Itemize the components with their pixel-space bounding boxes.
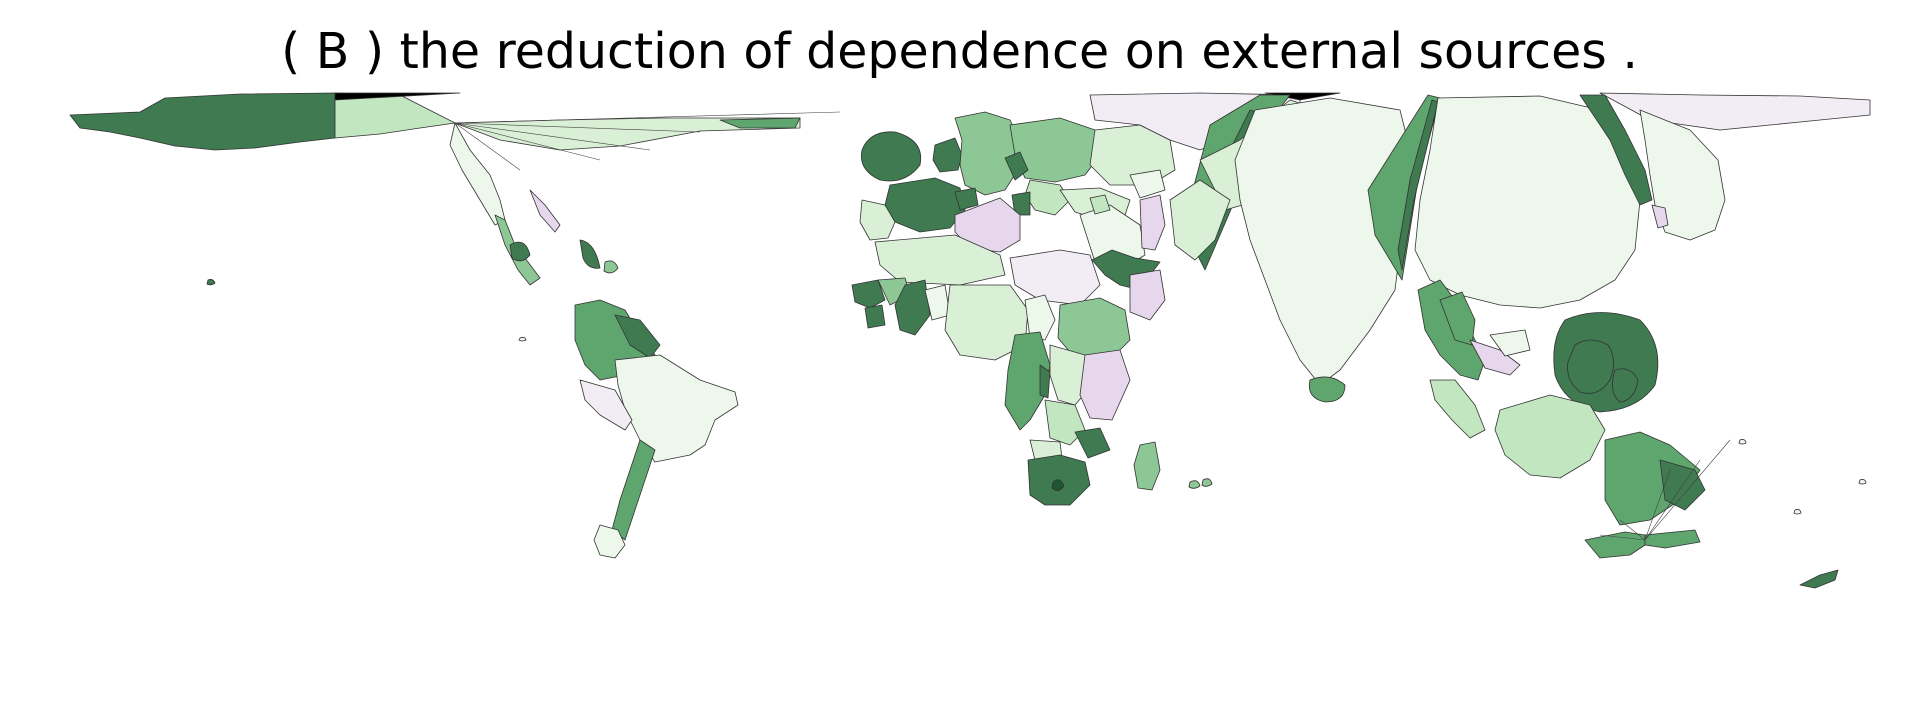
region-lesotho — [1051, 479, 1065, 491]
region-australia-right — [1644, 529, 1701, 549]
region-europe-small-2 — [1011, 191, 1031, 216]
region-south-america-purple — [579, 379, 633, 431]
region-hawaii — [206, 279, 216, 286]
region-sahara — [874, 234, 1006, 286]
region-pacific-speck-1 — [1858, 479, 1867, 485]
region-caribbean-east — [579, 239, 601, 269]
region-mauritius — [1188, 480, 1201, 489]
region-europe-central-dark — [1004, 151, 1029, 181]
region-south-america-dark — [614, 314, 661, 359]
region-east-africa-purple — [1129, 269, 1166, 321]
region-caribbean-island — [603, 260, 619, 274]
region-central-africa — [944, 284, 1029, 361]
region-pacific-speck-3 — [1738, 439, 1747, 445]
region-australia-left — [1584, 531, 1646, 559]
region-atlantic-speck — [518, 336, 527, 342]
region-philippines-inner-2 — [1612, 368, 1639, 403]
figure-title: ( B ) the reduction of dependence on ext… — [281, 23, 1638, 80]
region-west-africa-4 — [864, 304, 886, 329]
region-pacific-speck-2 — [1793, 509, 1802, 515]
region-south-america-east — [614, 354, 739, 463]
region-north-america-arctic — [334, 92, 461, 101]
region-middle-east — [1009, 249, 1101, 306]
australia-fan-lines — [1599, 439, 1731, 541]
region-new-zealand — [1799, 569, 1839, 589]
region-europe-southwest-dark — [954, 187, 979, 211]
region-north-africa-west — [859, 199, 896, 241]
region-uk-ireland — [861, 131, 922, 182]
region-southeast-asia-3 — [1489, 329, 1531, 357]
region-sri-lanka — [1308, 376, 1346, 403]
region-central-america-purple — [529, 189, 561, 233]
region-central-asia-2 — [1169, 179, 1231, 261]
region-scandinavia — [932, 137, 963, 173]
region-europe-west — [884, 177, 966, 233]
region-levant — [1089, 194, 1111, 215]
region-europe-small-1 — [1129, 169, 1166, 199]
region-west-africa-1 — [851, 279, 886, 309]
region-central-africa-2 — [1024, 294, 1056, 341]
region-malaysia — [1429, 379, 1486, 439]
region-south-america-south — [611, 439, 656, 541]
region-southeast-asia-purple — [1469, 339, 1521, 376]
region-japan-small — [1651, 204, 1669, 229]
region-japan-arc — [1579, 94, 1653, 206]
region-north-america-east — [334, 92, 456, 139]
region-europe-north — [954, 111, 1021, 196]
region-europe-balkan — [1024, 179, 1071, 216]
region-reunion — [1201, 478, 1213, 487]
region-caribbean-west — [509, 241, 531, 262]
region-iran — [1139, 194, 1166, 251]
region-mozambique — [1079, 349, 1131, 421]
region-north-africa — [954, 197, 1021, 253]
region-south-america-tip — [593, 524, 626, 559]
region-philippines-inner-1 — [1567, 339, 1614, 394]
region-southeast-asia-2 — [1439, 291, 1476, 346]
region-north-america-streak-dark — [719, 117, 801, 129]
north-america-fan-lines — [454, 111, 841, 171]
region-zimbabwe — [1074, 427, 1111, 459]
region-indonesia — [1494, 394, 1606, 479]
region-madagascar — [1133, 441, 1161, 491]
region-north-america-west — [69, 92, 336, 151]
region-congo-dark — [1039, 364, 1051, 399]
region-japan-east — [1639, 109, 1726, 241]
region-congo-band — [1004, 331, 1051, 431]
region-west-africa-3 — [894, 279, 931, 336]
